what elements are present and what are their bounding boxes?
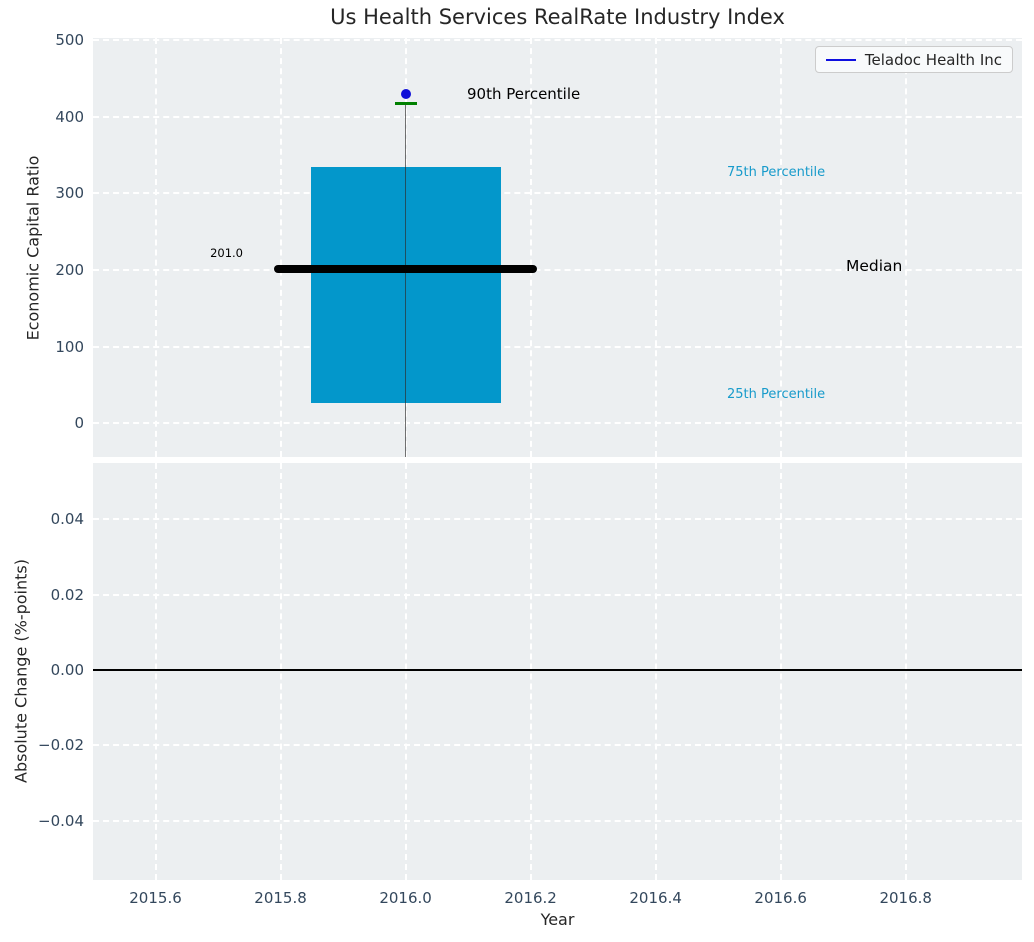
gridline-v — [654, 463, 657, 880]
y-tick-label-top: 200 — [55, 261, 84, 280]
chart-title: Us Health Services RealRate Industry Ind… — [330, 5, 785, 29]
legend: Teladoc Health Inc — [814, 46, 1013, 73]
annotation-median: Median — [846, 257, 903, 275]
legend-line-sample-icon — [825, 58, 856, 61]
gridline-h — [93, 593, 1022, 596]
x-axis-label: Year — [540, 910, 575, 929]
gridline-h — [93, 269, 1022, 272]
x-tick-label: 2015.6 — [129, 889, 182, 907]
gridline-v — [404, 463, 407, 880]
median-line — [274, 265, 537, 274]
gridline-v — [779, 463, 782, 880]
gridline-v — [529, 38, 532, 457]
annotation-90th-percentile: 90th Percentile — [467, 85, 581, 103]
gridline-h — [93, 115, 1022, 118]
gridline-h — [93, 819, 1022, 822]
gridline-h — [93, 518, 1022, 521]
whisker-cap-90th — [394, 101, 417, 105]
gridline-h — [93, 39, 1022, 42]
y-tick-label-top: 400 — [55, 107, 84, 126]
y-tick-label-bottom: 0.04 — [50, 510, 84, 529]
gridline-v — [279, 463, 282, 880]
gridline-v — [654, 38, 657, 457]
gridline-v — [529, 463, 532, 880]
gridline-v — [154, 38, 157, 457]
x-tick-label: 2016.2 — [504, 889, 557, 907]
y-tick-label-bottom: 0.00 — [50, 660, 84, 679]
zero-line — [93, 668, 1022, 671]
y-tick-label-top: 300 — [55, 184, 84, 203]
bottom-plot-area — [93, 463, 1022, 880]
annotation-75th-percentile: 75th Percentile — [727, 165, 826, 180]
gridline-v — [904, 38, 907, 457]
annotation-median-value: 201.0 — [210, 246, 243, 260]
whisker-line — [404, 103, 407, 457]
y-tick-label-bottom: −0.04 — [38, 811, 84, 830]
x-tick-label: 2015.8 — [254, 889, 307, 907]
y-tick-label-top: 0 — [74, 414, 84, 433]
y-tick-label-bottom: −0.02 — [38, 736, 84, 755]
y-tick-label-bottom: 0.02 — [50, 585, 84, 604]
gridline-v — [779, 38, 782, 457]
y-tick-label-top: 100 — [55, 337, 84, 356]
x-tick-label: 2016.8 — [879, 889, 932, 907]
x-tick-label: 2016.0 — [379, 889, 432, 907]
x-tick-label: 2016.4 — [629, 889, 682, 907]
gridline-h — [93, 744, 1022, 747]
gridline-h — [93, 192, 1022, 195]
annotation-25th-percentile: 25th Percentile — [727, 387, 826, 402]
top-plot-area — [93, 38, 1022, 457]
x-tick-label: 2016.6 — [754, 889, 807, 907]
y-tick-label-top: 500 — [55, 31, 84, 50]
gridline-h — [93, 345, 1022, 348]
legend-label: Teladoc Health Inc — [864, 50, 1002, 69]
gridline-v — [154, 463, 157, 880]
gridline-v — [904, 463, 907, 880]
gridline-v — [279, 38, 282, 457]
p90-marker-dot — [400, 88, 411, 99]
gridline-h — [93, 422, 1022, 425]
